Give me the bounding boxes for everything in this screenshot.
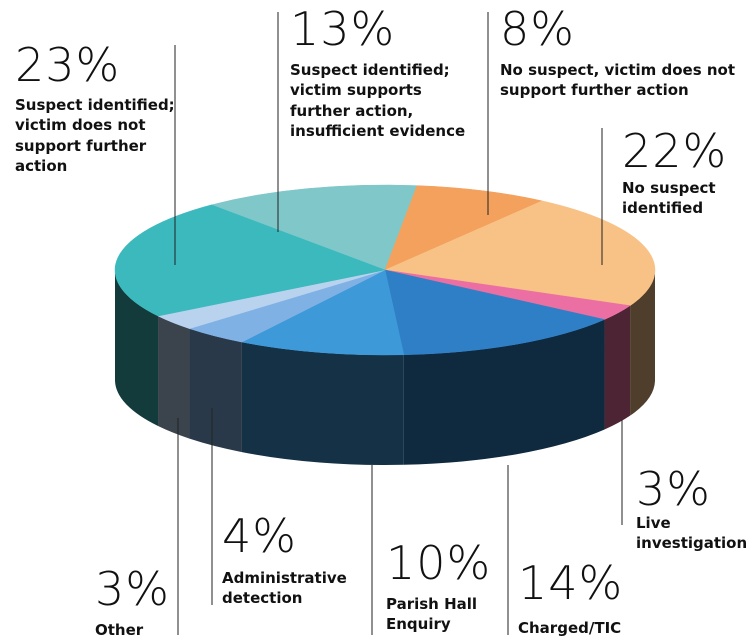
category-label: Suspect identified; victim does not supp…: [15, 96, 175, 175]
value-label: 3%: [95, 562, 170, 616]
slice-side: [158, 316, 190, 439]
value-label: 14%: [518, 556, 624, 610]
value-label: 23%: [15, 38, 121, 92]
value-label: 10%: [386, 536, 492, 590]
value-label: 22%: [622, 124, 728, 178]
slice: [384, 200, 656, 306]
slice: [384, 185, 543, 271]
category-label: Charged/TIC: [518, 619, 622, 637]
value-label: 8%: [500, 2, 575, 56]
slice-side: [189, 328, 242, 453]
slice-side: [403, 319, 605, 465]
slice: [114, 204, 386, 317]
category-label: Administrative detection: [222, 569, 347, 608]
category-label: No suspect, victim does not support furt…: [500, 61, 736, 100]
slice-side: [630, 270, 655, 416]
category-label: No suspect identified: [622, 179, 716, 218]
slice: [210, 184, 418, 271]
category-label: Live investigation: [636, 514, 748, 553]
category-label: Suspect identified; victim supports furt…: [290, 61, 466, 140]
value-label: 3%: [636, 462, 711, 516]
slice-side: [604, 305, 631, 430]
slice: [384, 269, 606, 356]
value-label: 4%: [222, 509, 297, 563]
leader-lines: [174, 12, 623, 635]
category-label: Parish Hall Enquiry: [386, 595, 478, 634]
value-label: 13%: [290, 2, 396, 56]
category-label: Other: [95, 621, 144, 639]
slices: [114, 184, 656, 465]
slice-side: [241, 342, 404, 465]
slice-side: [115, 270, 159, 427]
slice: [241, 269, 405, 356]
